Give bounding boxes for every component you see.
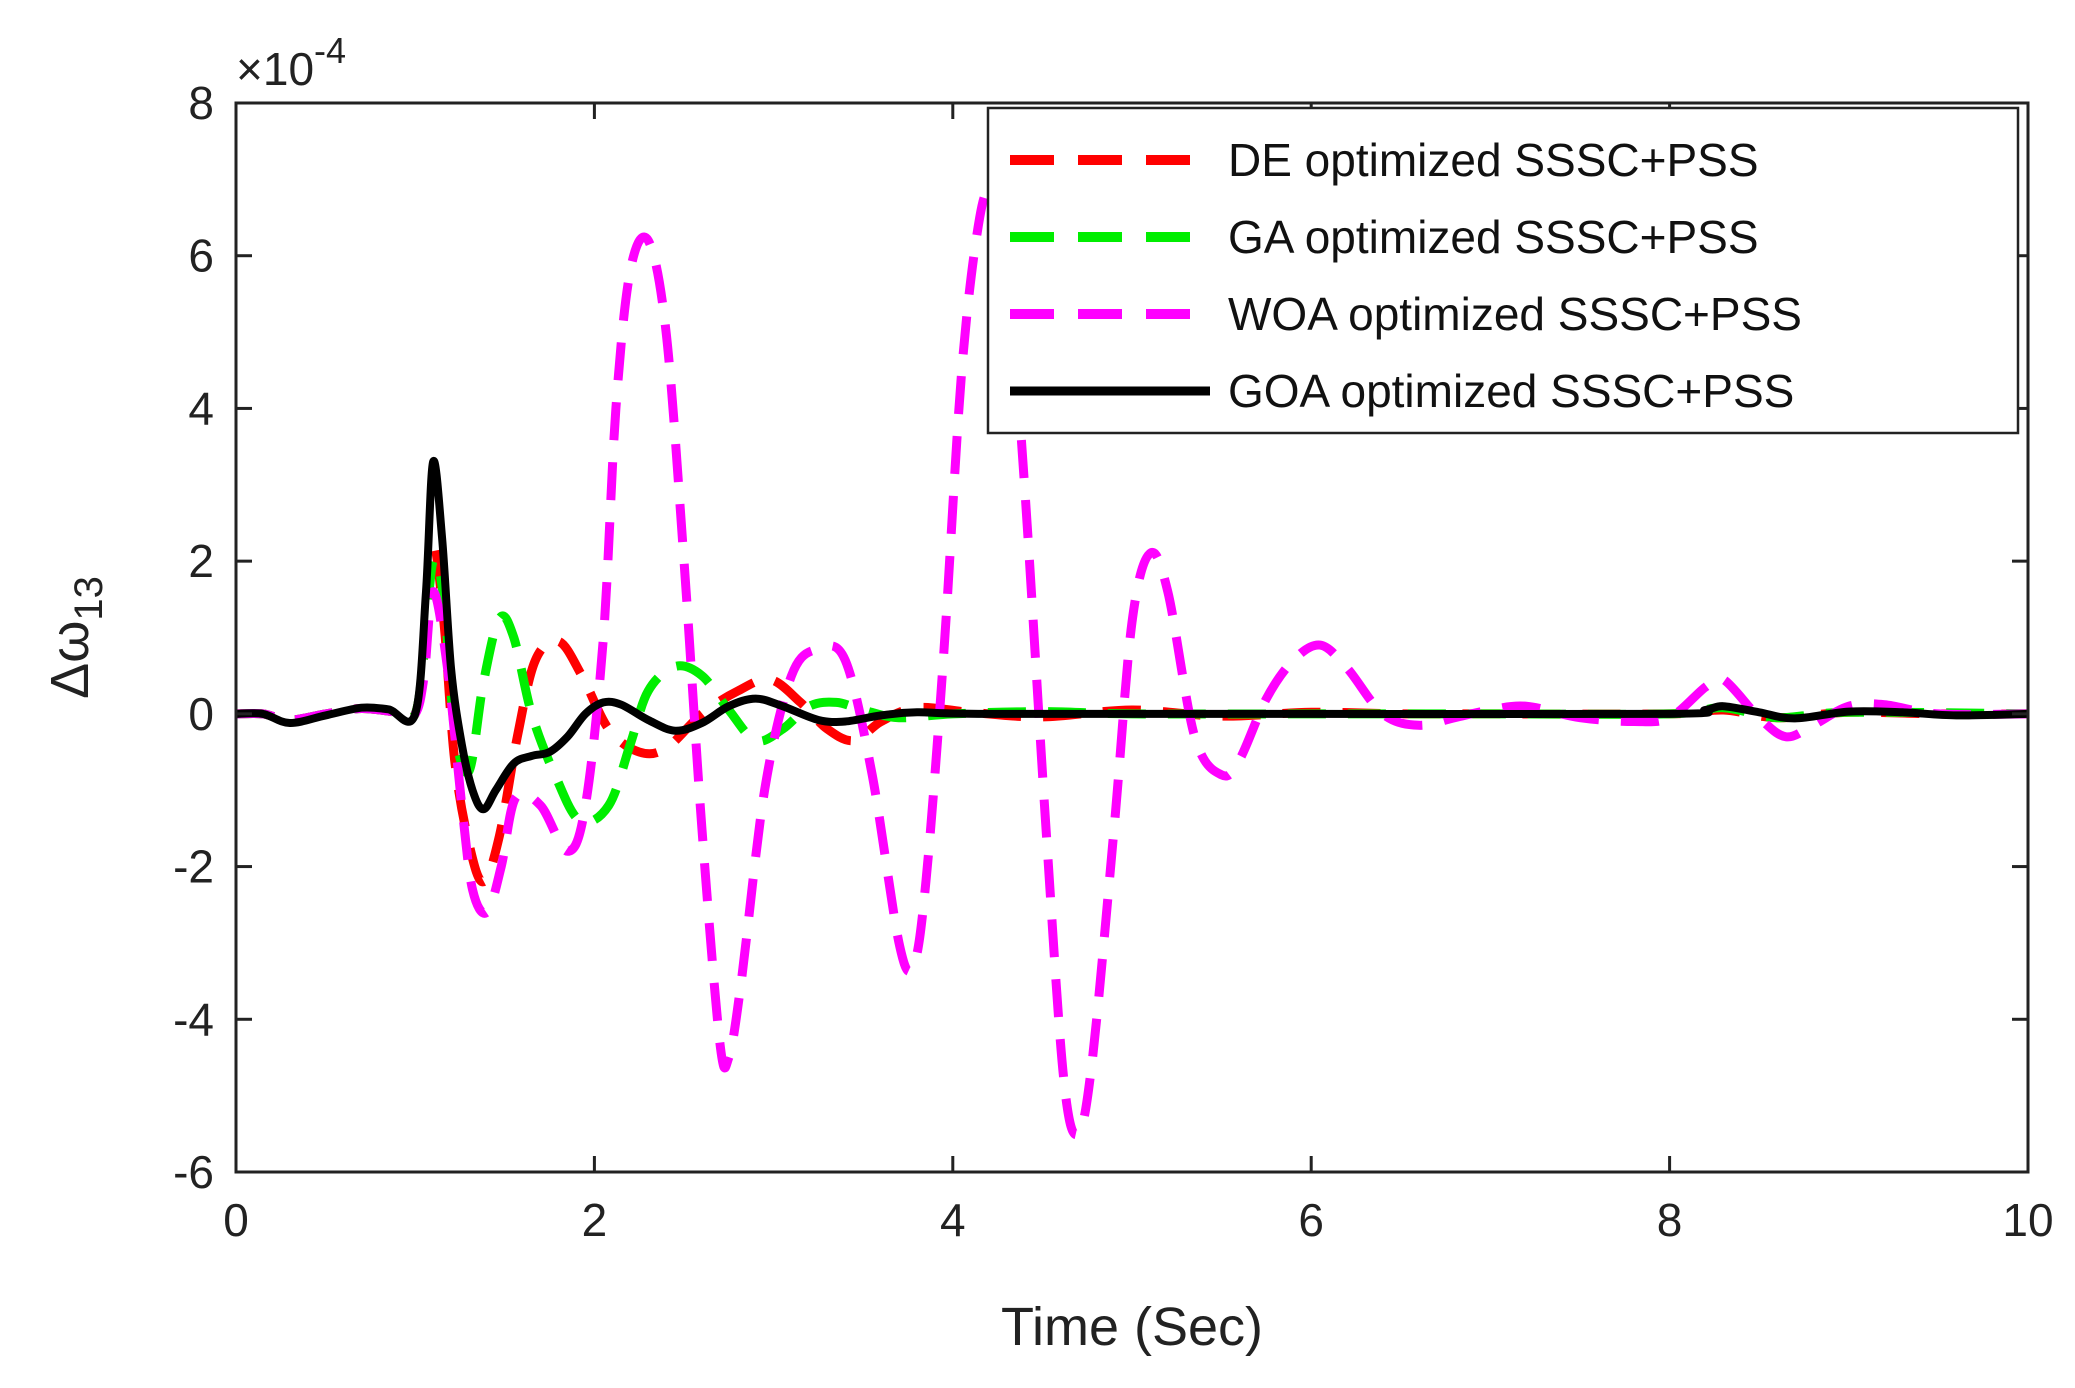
legend: DE optimized SSSC+PSS GA optimized SSSC+P…: [986, 106, 2020, 435]
x-tick-label: 6: [1298, 1194, 1324, 1246]
y-axis-label: Δω13: [40, 576, 111, 699]
x-tick-label: 10: [2002, 1194, 2053, 1246]
series-line-3: [236, 186, 2028, 1140]
series-line-1: [236, 541, 2028, 887]
x-tick-label: 0: [223, 1194, 249, 1246]
axes-layer: [234, 101, 2030, 1174]
y-tick-label: 2: [188, 535, 214, 587]
legend-label-1: DE optimized SSSC+PSS: [1228, 134, 1759, 186]
y-tick-label: 0: [188, 688, 214, 740]
y-tick-label: -4: [173, 993, 214, 1045]
y-tick-label: -6: [173, 1146, 214, 1198]
x-tick-label: 8: [1657, 1194, 1683, 1246]
y-tick-label: -2: [173, 841, 214, 893]
legend-label-4: GOA optimized SSSC+PSS: [1228, 365, 1794, 417]
y-tick-label: 4: [188, 382, 214, 434]
x-axis-label: Time (Sec): [1001, 1297, 1263, 1357]
y-exponent-power: -4: [314, 30, 346, 71]
y-exponent-base: 10: [263, 43, 314, 95]
legend-label-3: WOA optimized SSSC+PSS: [1228, 288, 1802, 340]
y-axis-label-subscript: 13: [67, 576, 111, 621]
legend-label-2: GA optimized SSSC+PSS: [1228, 211, 1759, 263]
y-tick-label: 6: [188, 230, 214, 282]
x-tick-label: 4: [940, 1194, 966, 1246]
series-layer: [236, 186, 2028, 1140]
y-exponent-times: ×: [236, 43, 263, 95]
y-tick-label: 8: [188, 77, 214, 129]
series-line-4: [236, 456, 2028, 814]
ticks-layer: 0 2 4 6 8 10 -6 -4 -2 0 2 4 6 8: [173, 77, 2053, 1246]
x-tick-label: 2: [582, 1194, 608, 1246]
y-axis-exponent: ×10-4: [236, 30, 346, 95]
plot-frame: [234, 101, 2030, 1174]
y-axis-label-main: Δω: [40, 621, 100, 699]
